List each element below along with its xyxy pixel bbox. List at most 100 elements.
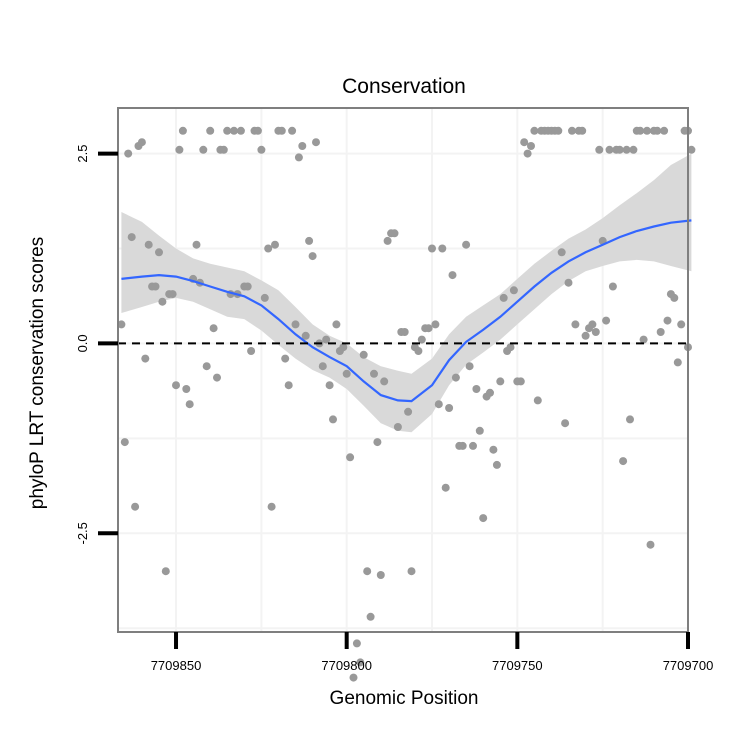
data-point <box>475 426 484 435</box>
data-point <box>588 320 597 329</box>
data-point <box>185 400 194 409</box>
data-point <box>247 347 256 355</box>
data-point <box>445 404 454 412</box>
data-point <box>448 271 457 280</box>
data-point <box>192 240 201 249</box>
data-point <box>516 377 525 386</box>
data-point <box>591 328 600 336</box>
x-tick-label: 7709700 <box>663 658 714 673</box>
data-point <box>383 236 392 245</box>
data-point <box>509 286 518 295</box>
data-point <box>568 126 576 135</box>
x-tick-label: 7709800 <box>321 658 372 673</box>
data-point <box>557 248 566 257</box>
data-point <box>168 290 177 299</box>
data-point <box>298 142 307 150</box>
data-point <box>182 385 191 393</box>
data-point <box>144 240 153 249</box>
data-point <box>120 438 129 447</box>
data-point <box>267 502 276 511</box>
y-tick-label: 0.0 <box>75 334 90 352</box>
data-point <box>277 126 286 135</box>
data-point <box>271 240 279 249</box>
data-point <box>158 297 167 306</box>
data-point <box>172 381 180 390</box>
grid-lines <box>118 108 689 632</box>
data-point <box>223 126 232 135</box>
data-point <box>629 145 638 154</box>
data-point <box>619 457 628 466</box>
chart-title: Conservation <box>342 75 466 98</box>
data-point <box>199 145 208 154</box>
data-point <box>376 571 385 579</box>
data-point <box>175 145 184 154</box>
data-point <box>687 145 696 154</box>
data-point <box>178 126 187 135</box>
data-point <box>417 335 426 344</box>
confidence-band-area <box>121 153 692 433</box>
data-point <box>151 282 160 291</box>
y-axis-title: phyloP LRT conservation scores <box>27 237 48 510</box>
data-point <box>380 377 389 386</box>
data-point <box>677 320 686 329</box>
data-point <box>636 126 645 135</box>
data-point <box>322 335 331 344</box>
data-point <box>530 126 539 135</box>
data-point <box>318 362 327 371</box>
data-point <box>673 358 682 367</box>
data-point <box>288 126 297 135</box>
y-tick-label: -2.5 <box>75 522 90 544</box>
data-point <box>469 441 477 450</box>
x-tick-label: 7709750 <box>492 658 543 673</box>
data-point <box>400 328 409 336</box>
data-point <box>653 126 662 135</box>
data-point <box>202 362 211 371</box>
data-point <box>656 328 665 336</box>
data-point <box>670 293 679 302</box>
y-axis: 2.5 0.0 -2.5 <box>75 145 118 545</box>
data-point <box>284 381 293 390</box>
data-point <box>117 320 126 329</box>
data-point <box>213 373 221 382</box>
data-point <box>561 419 570 428</box>
data-point <box>622 145 631 154</box>
data-point <box>131 502 140 511</box>
data-point <box>137 138 146 147</box>
data-point <box>462 240 471 249</box>
data-point <box>359 350 368 359</box>
data-point <box>281 354 290 363</box>
data-point <box>465 362 474 371</box>
data-point <box>451 373 460 382</box>
data-point <box>127 233 136 242</box>
data-point <box>626 415 634 424</box>
data-point <box>615 145 624 154</box>
smooth-fit-path <box>121 219 692 403</box>
data-point <box>141 354 150 363</box>
data-point <box>458 441 467 450</box>
data-point <box>325 381 334 390</box>
data-point <box>206 126 215 135</box>
data-point <box>578 126 587 135</box>
data-point <box>646 540 655 549</box>
data-point <box>581 331 590 340</box>
data-point <box>155 248 163 257</box>
data-point <box>373 438 382 447</box>
data-point <box>428 244 436 253</box>
data-point <box>308 252 317 261</box>
data-points <box>117 126 696 682</box>
data-point <box>527 142 535 150</box>
data-point <box>595 145 604 154</box>
data-point <box>219 145 228 154</box>
data-point <box>479 514 488 523</box>
data-point <box>301 331 310 340</box>
data-point <box>339 343 348 352</box>
data-point <box>605 145 614 154</box>
data-point <box>489 445 498 454</box>
data-point <box>236 126 245 135</box>
data-point <box>492 460 501 469</box>
data-point <box>305 236 314 245</box>
data-point <box>571 320 580 329</box>
x-tick-label: 7709850 <box>151 658 202 673</box>
data-point <box>424 324 433 333</box>
